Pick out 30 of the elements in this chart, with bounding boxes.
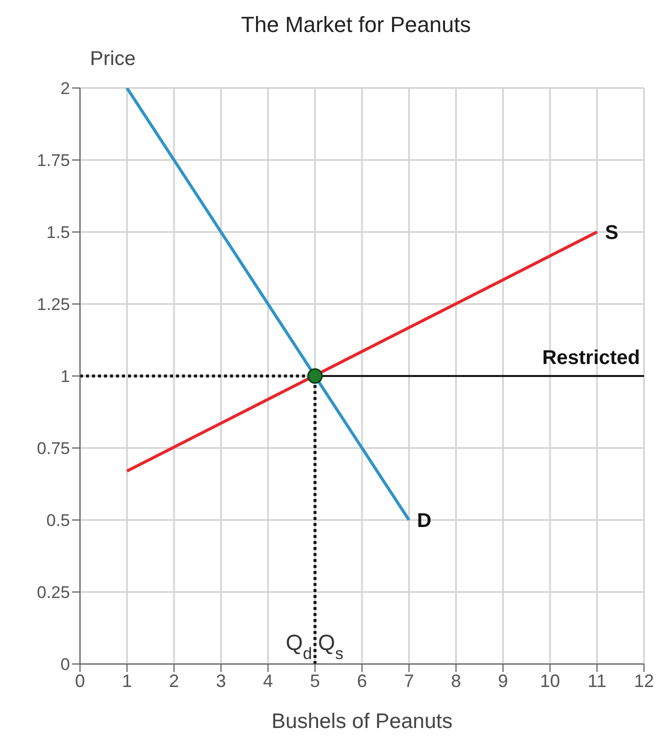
annotation: Q$_{s}$ — [318, 630, 344, 663]
y-tick-label: 1 — [60, 367, 70, 386]
x-tick-label: 10 — [540, 670, 560, 691]
y-tick-label: 0.25 — [36, 583, 70, 602]
x-tick-label: 4 — [262, 670, 274, 691]
annotation: Q$_{d}$ — [286, 630, 312, 663]
x-tick-label: 0 — [74, 670, 86, 691]
series-label: Restricted — [542, 347, 640, 369]
x-tick-label: 9 — [498, 670, 508, 691]
y-tick-label: 2 — [60, 79, 70, 98]
y-tick-label: 0.5 — [46, 511, 70, 530]
x-tick-label: 1 — [122, 670, 132, 691]
y-axis-title: Price — [90, 48, 136, 71]
y-tick-label: 1.25 — [36, 295, 70, 314]
x-tick-label: 2 — [168, 670, 180, 691]
x-tick-label: 12 — [634, 670, 654, 691]
y-tick-label: 0 — [60, 655, 70, 674]
series-label: S — [605, 222, 618, 244]
series-label: D — [417, 510, 432, 532]
x-tick-label: 6 — [356, 670, 368, 691]
y-tick-label: 0.75 — [36, 439, 70, 458]
y-tick-label: 1.75 — [36, 151, 70, 170]
x-tick-label: 5 — [310, 670, 320, 691]
x-axis-title: Bushels of Peanuts — [272, 710, 452, 733]
x-tick-label: 11 — [588, 670, 606, 691]
chart-title: The Market for Peanuts — [240, 12, 472, 38]
x-tick-label: 3 — [216, 670, 226, 691]
x-tick-label: 8 — [450, 670, 462, 691]
y-tick-label: 1.5 — [46, 223, 70, 242]
x-tick-label: 7 — [404, 670, 414, 691]
